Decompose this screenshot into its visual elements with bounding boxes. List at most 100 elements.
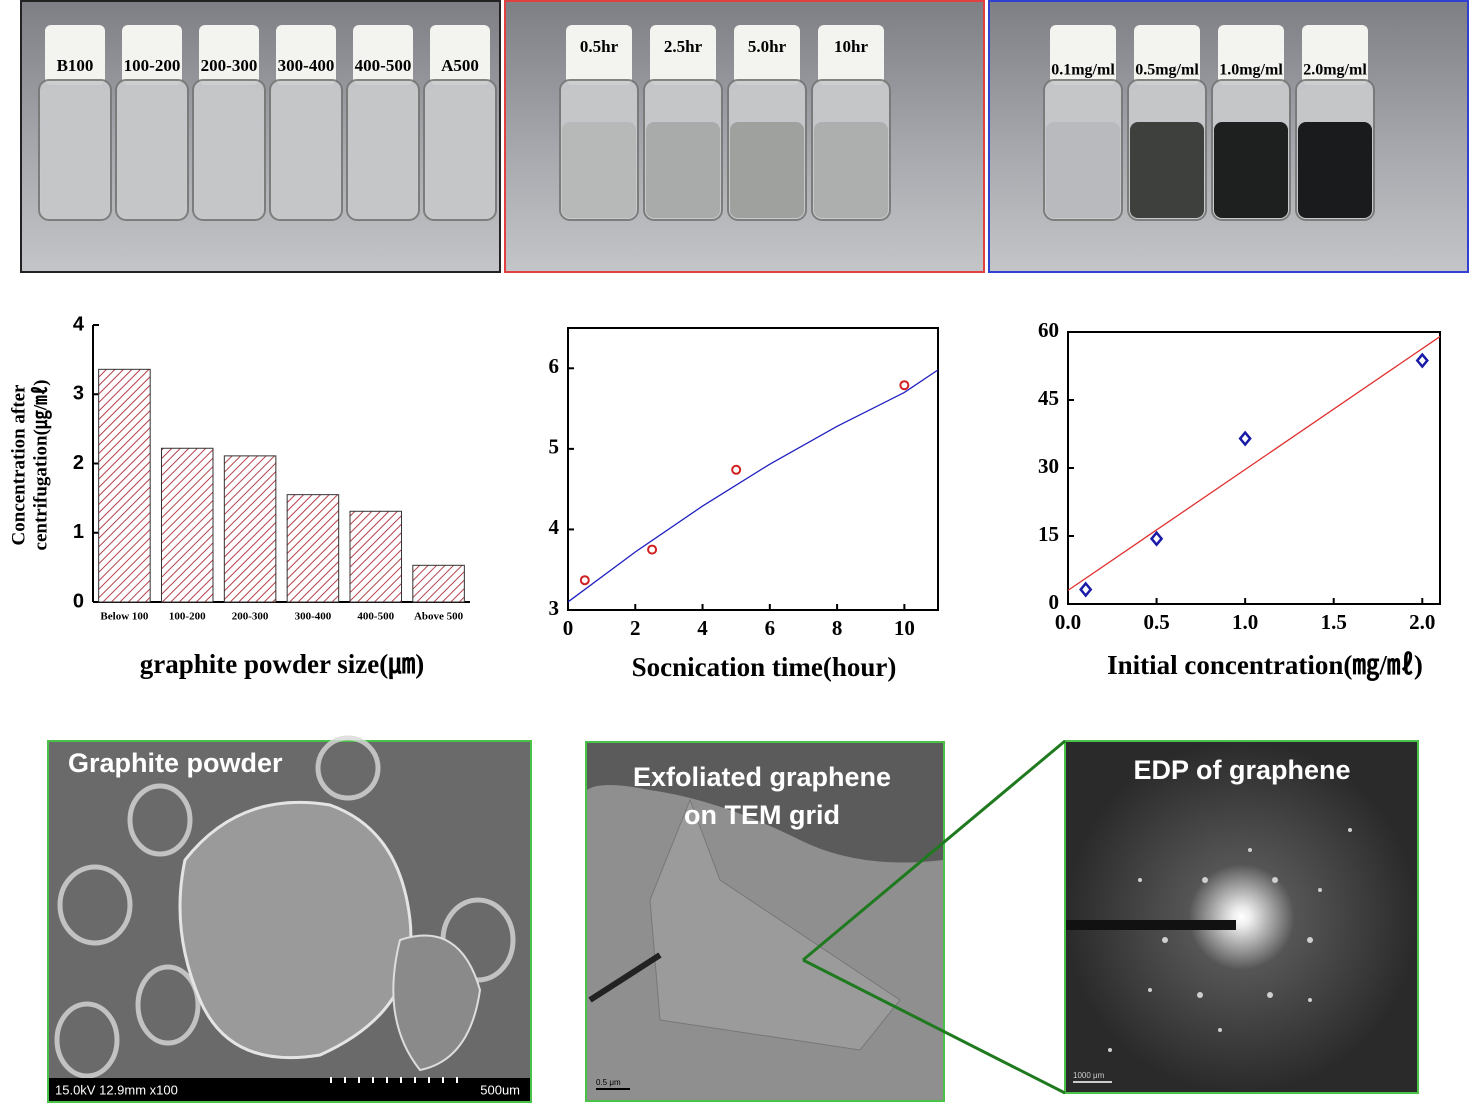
x-tick-label: 200-300 (232, 611, 269, 623)
vial-liquid (349, 122, 417, 218)
plot-frame (567, 327, 939, 611)
micrograph-title: Graphite powder (68, 748, 283, 778)
plot-frame (1067, 331, 1441, 605)
x-axis-label: Initial concentration(㎎/㎖) (1107, 650, 1423, 682)
x-tick-label: 2.0 (1409, 610, 1435, 634)
vial-cap (1302, 25, 1368, 85)
vial-cap (734, 25, 800, 85)
vial-liquid (646, 122, 720, 218)
vial-label: 0.1mg/ml (1051, 62, 1115, 79)
y-axis-label: Concentration after (8, 384, 29, 545)
graphene-sheet (649, 798, 901, 1051)
y-tick-label: 3 (549, 596, 560, 620)
vial-liquid (1214, 122, 1288, 218)
x-tick-label: 0 (563, 616, 574, 640)
vial-liquid (426, 122, 494, 218)
vial-label: 2.5hr (664, 37, 703, 56)
fit-line (1067, 335, 1441, 591)
vial-label: 1.0mg/ml (1219, 62, 1283, 79)
x-tick-label: 1.0 (1232, 610, 1258, 634)
x-tick-label: 0.0 (1055, 610, 1081, 634)
edp-image (1064, 740, 1419, 1094)
vial-label: 2.0mg/ml (1303, 62, 1367, 79)
y-axis-label: centrifugation(㎍/㎖) (29, 380, 52, 551)
y-tick-label: 1 (73, 521, 84, 543)
x-tick-label: Below 100 (100, 611, 148, 623)
vial-label: 0.5hr (580, 37, 619, 56)
data-point (579, 575, 590, 586)
vial-label: 5.0hr (748, 37, 787, 56)
photo-row: B100 100-200 200-300 300-400 400-500 A500 0.5h… (20, 0, 1469, 273)
vial-cap (353, 25, 413, 85)
graphite-flake (178, 800, 413, 1060)
micrograph-title: EDP of graphene (1133, 755, 1350, 785)
y-tick-label: 4 (73, 313, 85, 335)
sem-info-bar (49, 1078, 530, 1101)
y-tick-label: 15 (1038, 522, 1059, 546)
y-tick-label: 3 (73, 383, 84, 405)
bar (349, 510, 403, 603)
diffraction-spots (1108, 828, 1352, 1052)
sem-info: 15.0kV 12.9mm x100 (55, 1082, 178, 1097)
x-tick-label: 2 (630, 616, 641, 640)
micrographs: 15.0kV 12.9mm x100 500um Graphite powder… (47, 735, 1419, 1103)
vial-cap (818, 25, 884, 85)
vial-label: 10hr (834, 37, 868, 56)
x-tick-label: 10 (894, 616, 915, 640)
vial-liquid (1130, 122, 1204, 218)
scale-label: 0.5 μm (596, 1078, 621, 1087)
y-tick-label: 6 (549, 354, 560, 378)
scale-label: 1000 μm (1073, 1071, 1105, 1080)
x-tick-label: Above 500 (414, 611, 464, 623)
y-tick-label: 60 (1038, 318, 1059, 342)
vial-cap (1218, 25, 1284, 85)
y-tick-label: 5 (549, 435, 560, 459)
vial-cap (199, 25, 259, 85)
data-point (1079, 581, 1093, 598)
vial-liquid (1298, 122, 1372, 218)
vial-liquid (272, 122, 340, 218)
graphite-flake (392, 934, 482, 1072)
vial-cap (1134, 25, 1200, 85)
vial-cap (430, 25, 490, 85)
vial-cap (276, 25, 336, 85)
data-point (899, 380, 910, 391)
micrograph-title: Exfoliated graphene (633, 762, 891, 792)
vial-cap (1050, 25, 1116, 85)
vial-cap (122, 25, 182, 85)
x-axis-label: Socnication time(hour) (632, 652, 897, 682)
y-tick-label: 30 (1038, 454, 1059, 478)
vial-label: 0.5mg/ml (1135, 62, 1199, 79)
micrograph-title: on TEM grid (684, 800, 840, 830)
y-tick-label: 0 (1049, 590, 1060, 614)
data-point (1149, 530, 1164, 547)
vial-cap (650, 25, 716, 85)
zoom-line (802, 739, 1066, 962)
vial-liquid (41, 122, 109, 218)
zoom-line (802, 958, 1066, 1095)
charts: 0 1 2 3 4 graphite powder size(㎛) Concentratio… (8, 313, 1441, 682)
vial-label: 100-200 (124, 56, 181, 75)
x-tick-label: 0.5 (1143, 610, 1169, 634)
scale-label: 500um (480, 1082, 520, 1097)
y-tick-label: 0 (73, 590, 84, 612)
vial-cap (566, 25, 632, 85)
vial-cap (45, 25, 105, 85)
bar (223, 455, 277, 603)
x-axis-label: graphite powder size(㎛) (140, 649, 424, 680)
bar (98, 368, 151, 603)
x-tick-label: 100-200 (169, 611, 206, 623)
x-tick-label: 4 (697, 616, 708, 640)
bar (160, 447, 214, 603)
data-point (1238, 430, 1252, 447)
vial-liquid (195, 122, 263, 218)
x-tick-label: 300-400 (295, 611, 332, 623)
tem-fold (588, 952, 662, 1003)
vial-liquid (1046, 122, 1120, 218)
bar (286, 494, 340, 603)
data-point (731, 464, 742, 475)
vial-liquid (562, 122, 636, 218)
y-tick-label: 4 (549, 515, 560, 539)
x-tick-label: 6 (765, 616, 776, 640)
